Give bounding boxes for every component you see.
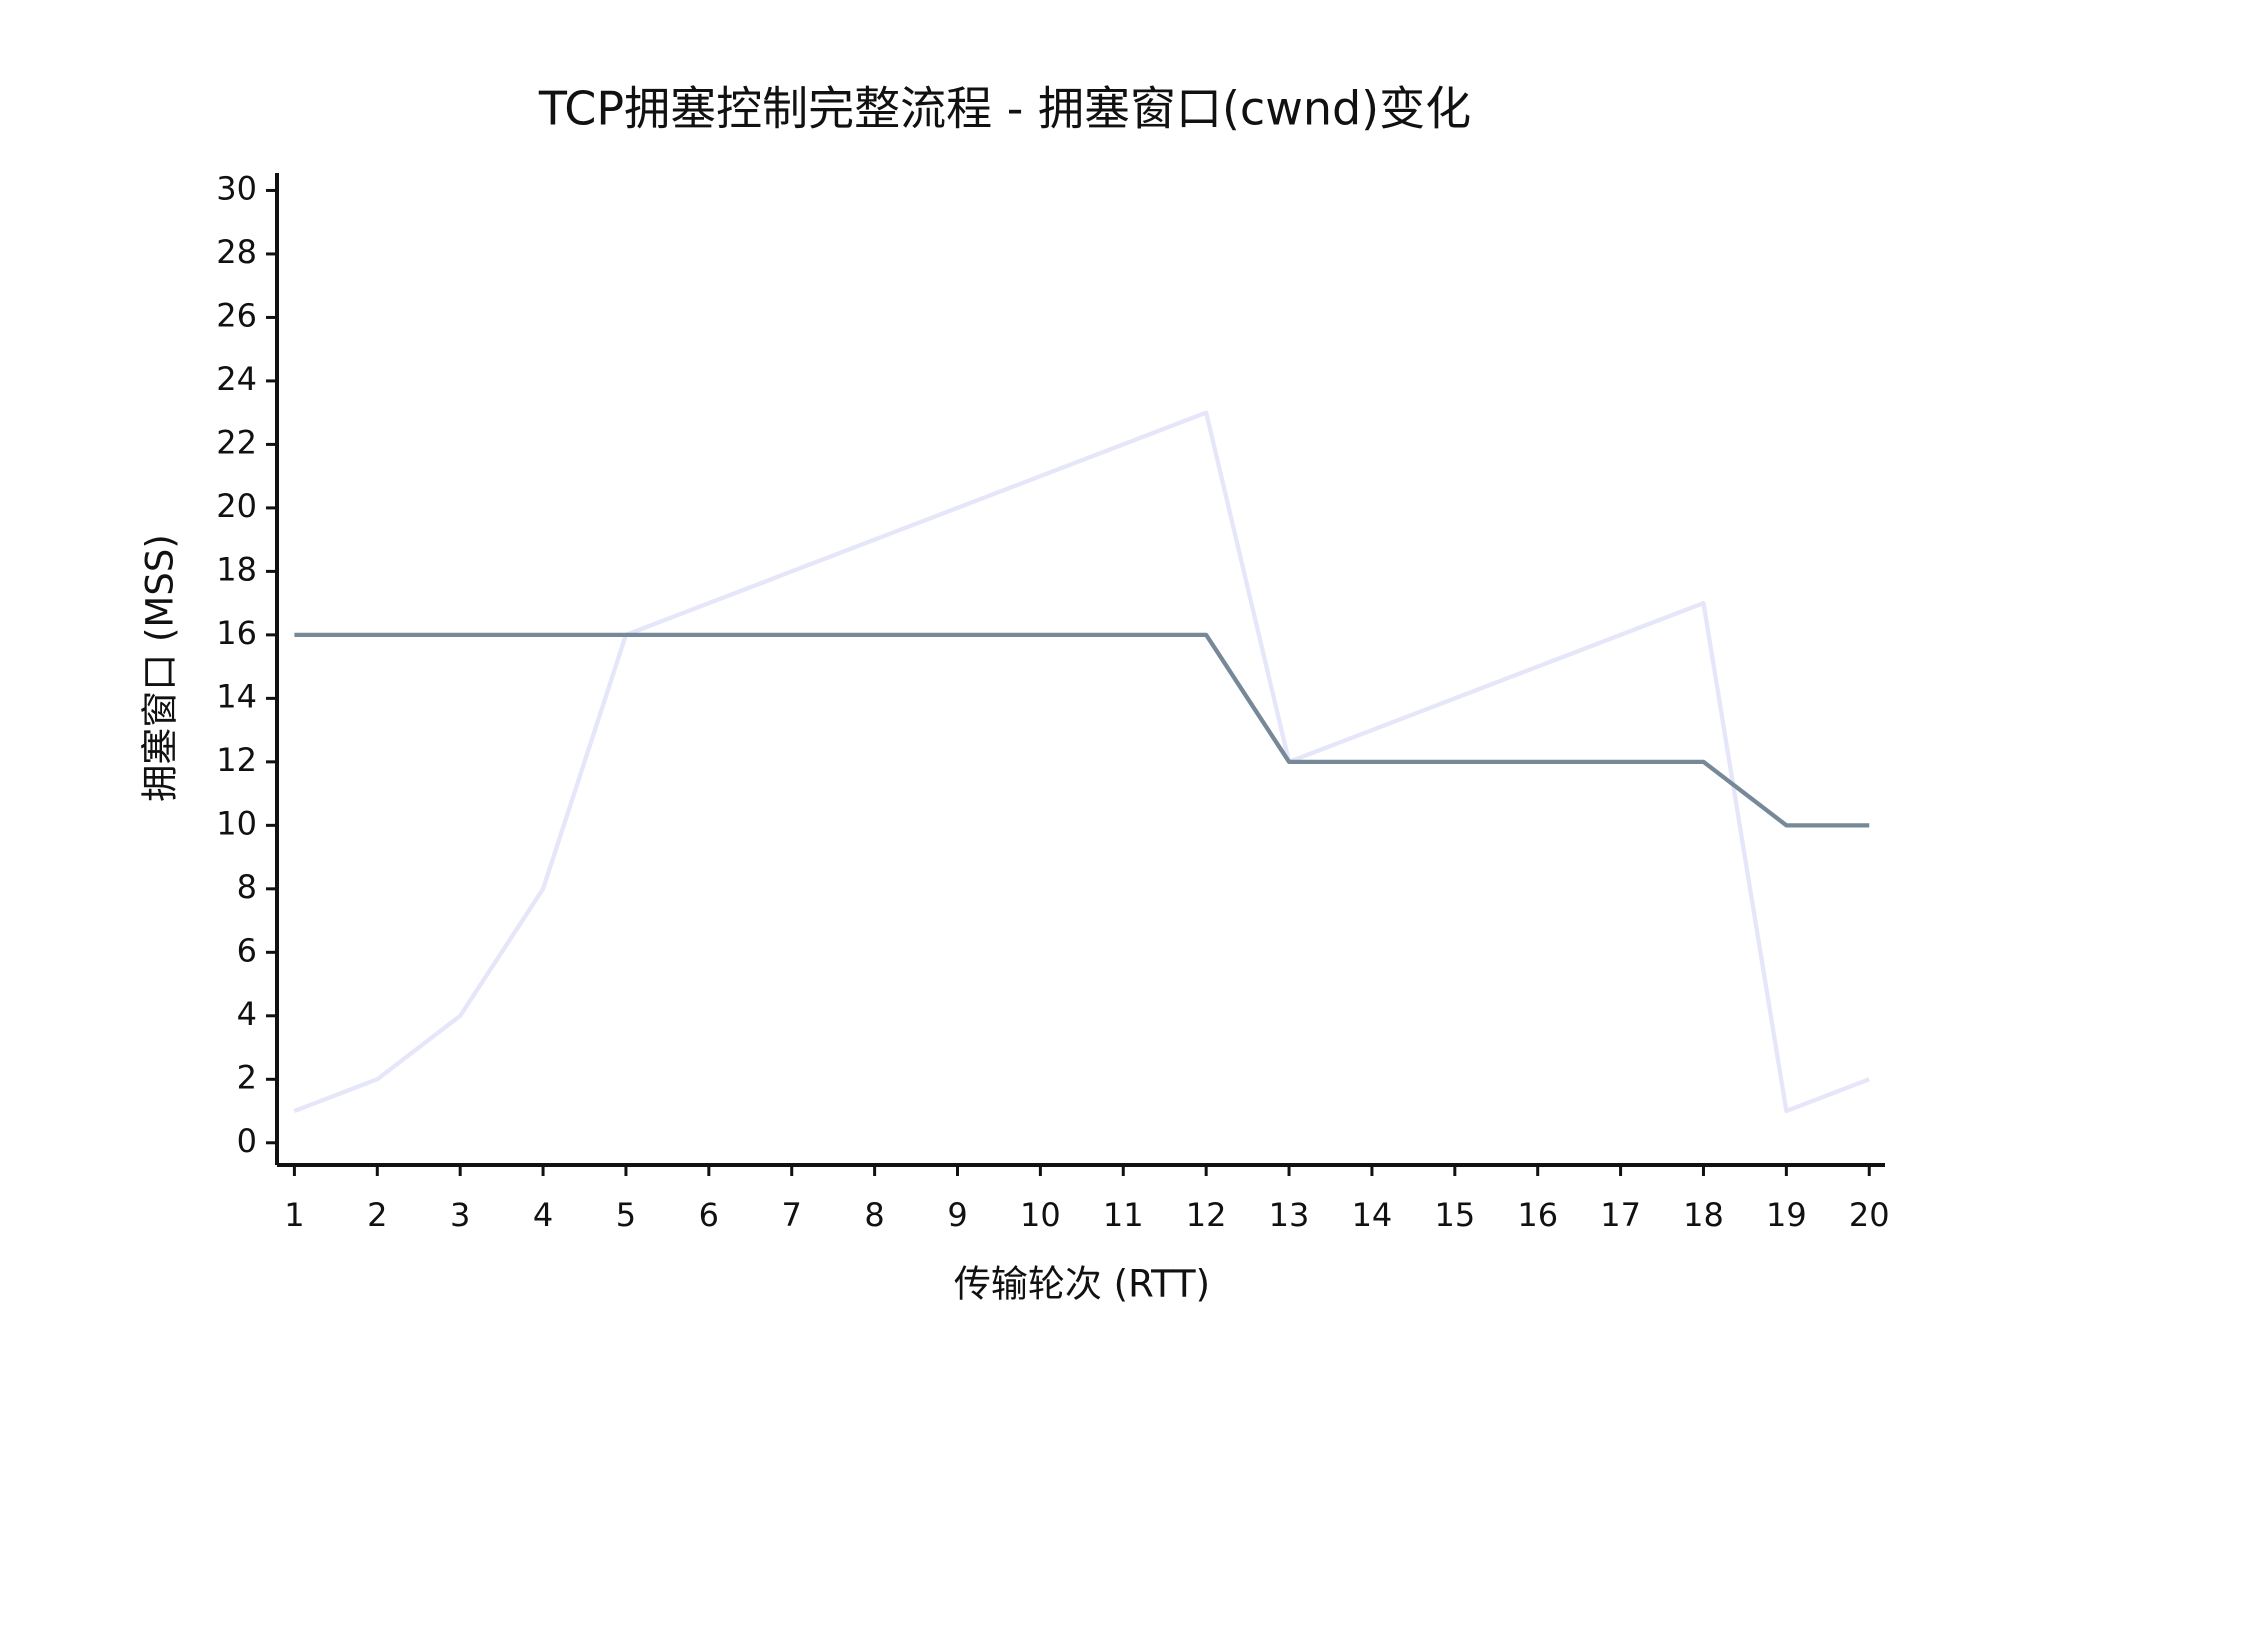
x-tick-label: 11 [1103, 1196, 1144, 1234]
y-tick-label: 24 [216, 360, 257, 398]
x-tick-label: 16 [1517, 1196, 1558, 1234]
y-tick-label: 18 [216, 550, 257, 588]
x-tick-label: 1 [284, 1196, 304, 1234]
x-tick-label: 6 [699, 1196, 719, 1234]
y-tick-label: 0 [237, 1122, 257, 1160]
x-tick-label: 17 [1600, 1196, 1641, 1234]
x-tick-label: 19 [1766, 1196, 1807, 1234]
y-tick-label: 22 [216, 423, 257, 461]
y-tick-label: 8 [237, 868, 257, 906]
x-tick-label: 2 [367, 1196, 387, 1234]
y-tick-label: 2 [237, 1058, 257, 1096]
x-axis-title: 传输轮次 (RTT) [954, 1263, 1210, 1306]
y-tick-label: 16 [216, 614, 257, 652]
x-tick-label: 8 [864, 1196, 884, 1234]
x-tick-label: 18 [1683, 1196, 1724, 1234]
x-tick-label: 10 [1020, 1196, 1061, 1234]
x-tick-label: 20 [1849, 1196, 1890, 1234]
series-line [293, 410, 1871, 1114]
y-tick-label: 26 [216, 296, 257, 334]
x-tick-label: 12 [1186, 1196, 1227, 1234]
x-tick-label: 7 [782, 1196, 802, 1234]
y-tick-label: 12 [216, 741, 257, 779]
y-tick-label: 28 [216, 233, 257, 271]
y-axis-title: 拥塞窗口 (MSS) [139, 534, 182, 802]
x-tick-label: 14 [1352, 1196, 1393, 1234]
x-tick-label: 4 [533, 1196, 553, 1234]
y-tick-label: 6 [237, 931, 257, 969]
y-tick-label: 20 [216, 487, 257, 525]
x-tick-label: 9 [947, 1196, 967, 1234]
y-tick-label: 14 [216, 677, 257, 715]
x-tick-label: 15 [1434, 1196, 1475, 1234]
y-tick-label: 30 [216, 169, 257, 207]
x-tick-label: 3 [450, 1196, 470, 1234]
x-tick-label: 5 [616, 1196, 636, 1234]
y-tick-label: 4 [237, 995, 257, 1033]
series-line [294, 632, 1870, 828]
chart-title: TCP拥塞控制完整流程 - 拥塞窗口(cwnd)变化 [538, 82, 1471, 136]
y-tick-label: 10 [216, 804, 257, 842]
x-tick-label: 13 [1269, 1196, 1310, 1234]
